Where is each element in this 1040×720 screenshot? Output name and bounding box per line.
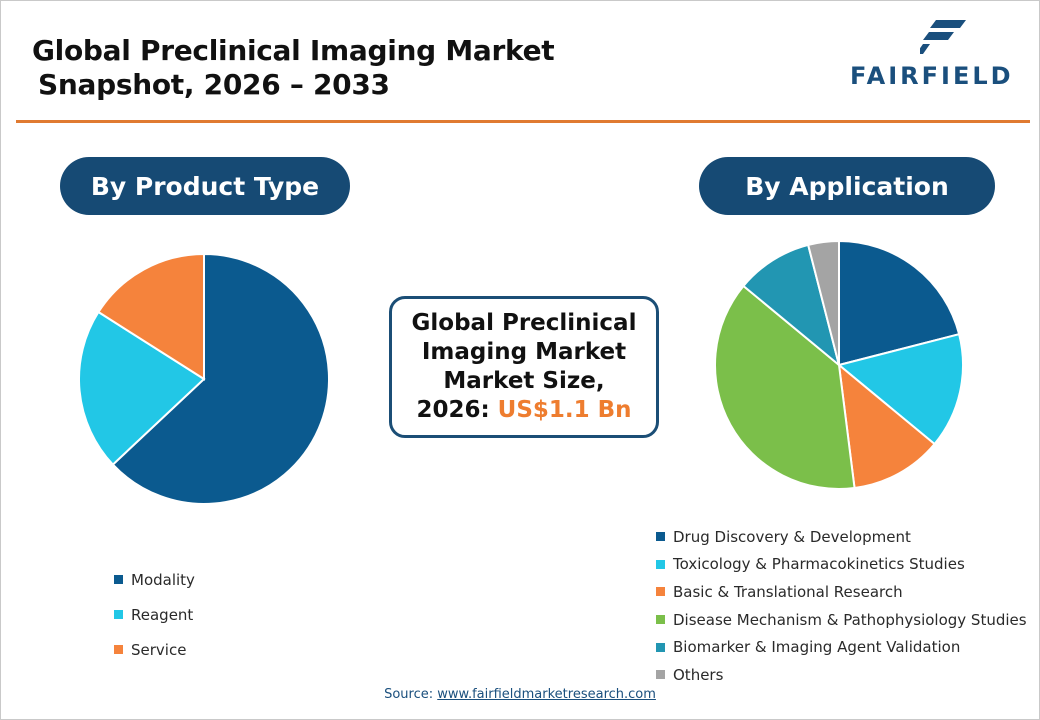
source-link[interactable]: www.fairfieldmarketresearch.com (437, 687, 656, 702)
title-line-2: Snapshot, 2026 – 2033 (38, 68, 390, 101)
product-type-legend-item: Service (114, 632, 195, 667)
legend-swatch (656, 559, 665, 569)
market-size-box: Global Preclinical Imaging Market Market… (389, 296, 659, 438)
application-slice-disease-mechanism-pathophysiology-studies (714, 284, 856, 490)
application-slice-toxicology-pharmacokinetics-studies (836, 332, 964, 446)
legend-swatch (656, 587, 665, 597)
application-legend: Drug Discovery & Development Toxicology &… (656, 523, 1027, 689)
accent-rule (16, 120, 1030, 123)
title-line-1: Global Preclinical Imaging Market (32, 34, 555, 67)
legend-swatch (656, 670, 665, 680)
application-legend-item: Disease Mechanism & Pathophysiology Stud… (656, 606, 1027, 634)
application-legend-item: Others (656, 661, 1027, 689)
application-legend-item: Basic & Translational Research (656, 578, 1027, 606)
legend-swatch (656, 532, 665, 542)
product-type-legend-item: Modality (114, 562, 195, 597)
legend-label: Others (673, 665, 724, 684)
application-slice-drug-discovery-development (838, 239, 961, 367)
application-heading: By Application (699, 157, 995, 215)
fairfield-logo-mark-icon (920, 20, 966, 54)
product-type-heading: By Product Type (60, 157, 350, 215)
legend-label: Drug Discovery & Development (673, 527, 911, 546)
legend-swatch (114, 575, 123, 584)
legend-label: Service (131, 640, 187, 659)
product-type-slice-reagent (78, 310, 206, 466)
source-line: Source: www.fairfieldmarketresearch.com (0, 687, 1040, 702)
product-type-slice-modality (111, 252, 330, 505)
legend-label: Toxicology & Pharmacokinetics Studies (673, 555, 965, 574)
application-slice-others (806, 239, 840, 366)
product-type-pie-chart (78, 252, 330, 505)
legend-swatch (114, 645, 123, 654)
application-legend-item: Toxicology & Pharmacokinetics Studies (656, 551, 1027, 579)
market-size-value: US$1.1 Bn (497, 397, 632, 423)
application-slice-basic-translational-research (837, 362, 936, 490)
logo-text: FAIRFIELD (850, 62, 1014, 90)
legend-swatch (656, 615, 665, 625)
legend-label: Modality (131, 570, 195, 589)
market-size-line-2: Imaging Market (421, 339, 627, 365)
product-type-slice-service (97, 252, 205, 381)
legend-label: Biomarker & Imaging Agent Validation (673, 638, 961, 657)
market-size-year: 2026: (416, 397, 490, 423)
application-legend-item: Drug Discovery & Development (656, 523, 1027, 551)
market-size-line-4: 2026: US$1.1 Bn (416, 396, 631, 425)
page-title: Global Preclinical Imaging Market Snapsh… (32, 34, 555, 102)
application-legend-item: Biomarker & Imaging Agent Validation (656, 633, 1027, 661)
legend-label: Basic & Translational Research (673, 582, 903, 601)
fairfield-logo: FAIRFIELD (846, 20, 1026, 92)
legend-label: Reagent (131, 605, 194, 624)
legend-swatch (114, 610, 123, 619)
application-pie-chart (714, 239, 964, 490)
market-size-line-1: Global Preclinical (411, 310, 637, 336)
product-type-legend: Modality Reagent Service (114, 562, 195, 667)
legend-label: Disease Mechanism & Pathophysiology Stud… (673, 610, 1027, 629)
source-label: Source: (384, 687, 434, 702)
legend-swatch (656, 642, 665, 652)
market-size-line-3: Market Size, (443, 368, 605, 394)
product-type-legend-item: Reagent (114, 597, 195, 632)
